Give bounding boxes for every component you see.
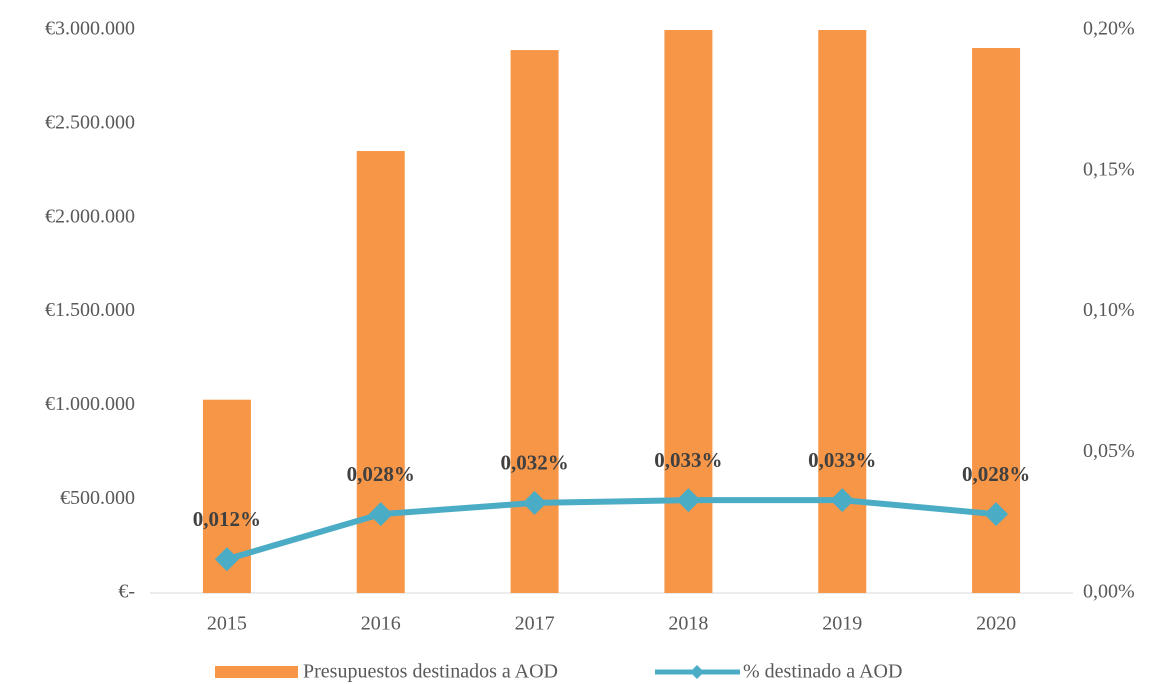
legend-label: Presupuestos destinados a AOD — [303, 661, 558, 683]
marker — [522, 490, 547, 515]
x-tick-label: 2015 — [207, 613, 247, 635]
value-label: 0,012% — [193, 507, 261, 531]
marker — [676, 488, 701, 513]
x-tick-label: 2020 — [976, 613, 1016, 635]
x-tick-label: 2016 — [361, 613, 401, 635]
x-tick-label: 2018 — [668, 613, 708, 635]
value-label: 0,028% — [962, 462, 1030, 486]
y2-tick-label: 0,05% — [1083, 440, 1135, 462]
y-tick-label: €2.000.000 — [45, 205, 135, 227]
line — [226, 497, 997, 563]
marker — [368, 502, 393, 527]
value-label: 0,033% — [808, 448, 876, 472]
y-tick-label: €- — [118, 581, 135, 603]
y-tick-label: €1.000.000 — [45, 393, 135, 415]
value-label: 0,032% — [500, 451, 568, 475]
y2-tick-label: 0,10% — [1083, 299, 1135, 321]
y2-tick-label: 0,20% — [1083, 18, 1135, 40]
x-tick-label: 2017 — [515, 613, 555, 635]
marker — [214, 547, 239, 572]
value-label: 0,028% — [347, 462, 415, 486]
y-tick-label: €2.500.000 — [45, 111, 135, 133]
legend-label: % destinado a AOD — [743, 661, 902, 683]
value-label: 0,033% — [654, 448, 722, 472]
y2-tick-label: 0,00% — [1083, 581, 1135, 603]
legend-swatch — [215, 666, 298, 678]
bar — [972, 48, 1021, 594]
y-tick-label: €3.000.000 — [45, 18, 135, 40]
y2-tick-label: 0,15% — [1083, 158, 1135, 180]
marker — [984, 502, 1009, 527]
marker — [830, 488, 855, 513]
legend-marker — [690, 665, 704, 679]
x-tick-label: 2019 — [822, 613, 862, 635]
y-tick-label: €500.000 — [60, 487, 135, 509]
y-tick-label: €1.500.000 — [45, 299, 135, 321]
bar — [356, 151, 405, 594]
